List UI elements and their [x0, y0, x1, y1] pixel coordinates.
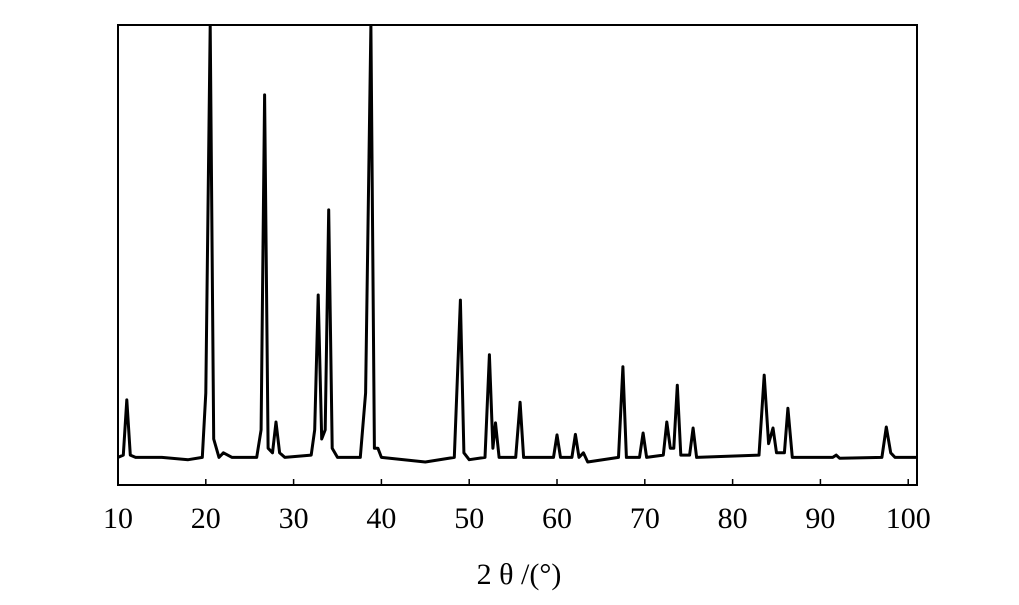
x-tick-label: 30	[279, 502, 309, 535]
x-tick-label: 70	[630, 502, 660, 535]
x-tick-label: 80	[718, 502, 748, 535]
plot-frame	[117, 24, 918, 486]
x-tick-label: 20	[191, 502, 221, 535]
x-tick-label: 10	[103, 502, 133, 535]
spectrum-line	[118, 25, 917, 464]
x-tick-label: 40	[366, 502, 396, 535]
x-tick-label: 100	[886, 502, 931, 535]
x-axis-label: 2 θ /(°)	[477, 558, 562, 591]
x-tick-label: 50	[454, 502, 484, 535]
x-tick-label: 60	[542, 502, 572, 535]
x-tick-label: 90	[805, 502, 835, 535]
